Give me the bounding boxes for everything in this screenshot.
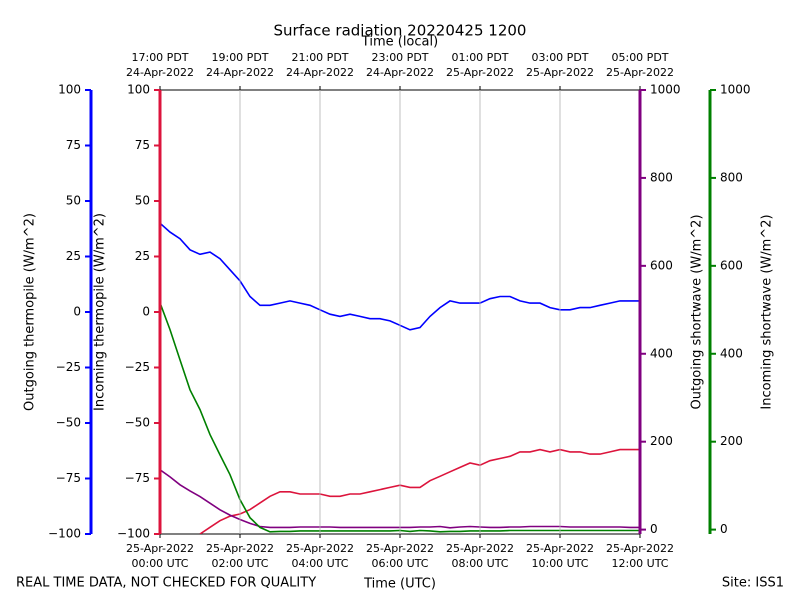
y-tick-label: 25 (66, 249, 81, 263)
y-tick-label: 600 (650, 258, 673, 272)
y-tick-label: 600 (720, 258, 743, 272)
y-tick-label: 800 (650, 170, 673, 184)
series-line (199, 448, 640, 534)
y-tick-label: 25 (135, 249, 150, 263)
y-axis-label: Incoming shortwave (W/m^2) (760, 214, 775, 409)
x-tick-label: 00:00 UTC (131, 557, 188, 570)
chart-title: Surface radiation 20220425 1200 (274, 22, 527, 40)
x-tick-label: 25-Apr-2022 (446, 542, 514, 555)
x-top-tick-label: 21:00 PDT (291, 51, 348, 64)
y-tick-label: −75 (125, 471, 150, 485)
x-top-tick-label: 01:00 PDT (451, 51, 508, 64)
x-tick-label: 25-Apr-2022 (206, 542, 274, 555)
x-tick-label: 10:00 UTC (531, 557, 588, 570)
y-tick-label: −25 (56, 360, 81, 374)
x-tick-label: 25-Apr-2022 (286, 542, 354, 555)
y-tick-label: 400 (650, 346, 673, 360)
y-tick-label: −100 (117, 527, 150, 541)
quality-note: REAL TIME DATA, NOT CHECKED FOR QUALITY (16, 576, 316, 591)
y-tick-label: 0 (142, 305, 150, 319)
x-tick-label: 08:00 UTC (451, 557, 508, 570)
y-tick-label: 100 (58, 83, 81, 97)
x-top-tick-label: 25-Apr-2022 (526, 66, 594, 79)
y-tick-label: −25 (125, 360, 150, 374)
y-tick-label: 200 (650, 434, 673, 448)
x-top-tick-label: 05:00 PDT (611, 51, 668, 64)
x-tick-label: 06:00 UTC (371, 557, 428, 570)
y-tick-label: 1000 (720, 83, 751, 97)
y-tick-label: 200 (720, 434, 743, 448)
y-tick-label: 400 (720, 346, 743, 360)
x-top-tick-label: 24-Apr-2022 (126, 66, 194, 79)
x-top-tick-label: 19:00 PDT (211, 51, 268, 64)
x-top-tick-label: 17:00 PDT (131, 51, 188, 64)
x-tick-label: 02:00 UTC (211, 557, 268, 570)
y-axis-label: Outgoing shortwave (W/m^2) (690, 214, 705, 409)
y-tick-label: 50 (66, 194, 81, 208)
y-tick-label: 75 (66, 138, 81, 152)
y-tick-label: 0 (73, 305, 81, 319)
x-top-tick-label: 24-Apr-2022 (366, 66, 434, 79)
y-axis-label: Outgoing thermopile (W/m^2) (23, 213, 38, 411)
x-top-tick-label: 23:00 PDT (371, 51, 428, 64)
y-tick-label: 50 (135, 194, 150, 208)
y-axis-label: Incoming thermopile (W/m^2) (93, 213, 108, 411)
y-tick-label: 0 (650, 522, 658, 536)
y-tick-label: 75 (135, 138, 150, 152)
x-top-tick-label: 25-Apr-2022 (606, 66, 674, 79)
x-tick-label: 12:00 UTC (611, 557, 668, 570)
y-tick-label: −50 (125, 416, 150, 430)
y-tick-label: 1000 (650, 83, 681, 97)
x-tick-label: 25-Apr-2022 (366, 542, 434, 555)
y-tick-label: −100 (48, 527, 81, 541)
y-tick-label: −75 (56, 471, 81, 485)
y-tick-label: 0 (720, 522, 728, 536)
x-top-tick-label: 25-Apr-2022 (446, 66, 514, 79)
x-top-tick-label: 24-Apr-2022 (206, 66, 274, 79)
x-top-tick-label: 24-Apr-2022 (286, 66, 354, 79)
x-tick-label: 25-Apr-2022 (606, 542, 674, 555)
x-axis-label: Time (UTC) (363, 577, 436, 592)
x-tick-label: 25-Apr-2022 (526, 542, 594, 555)
x-top-tick-label: 03:00 PDT (531, 51, 588, 64)
x-tick-label: 25-Apr-2022 (126, 542, 194, 555)
y-tick-label: −50 (56, 416, 81, 430)
x-axis-top-label: Time (local) (361, 35, 438, 50)
site-label: Site: ISS1 (722, 576, 784, 591)
y-tick-label: 100 (127, 83, 150, 97)
y-tick-label: 800 (720, 170, 743, 184)
x-tick-label: 04:00 UTC (291, 557, 348, 570)
